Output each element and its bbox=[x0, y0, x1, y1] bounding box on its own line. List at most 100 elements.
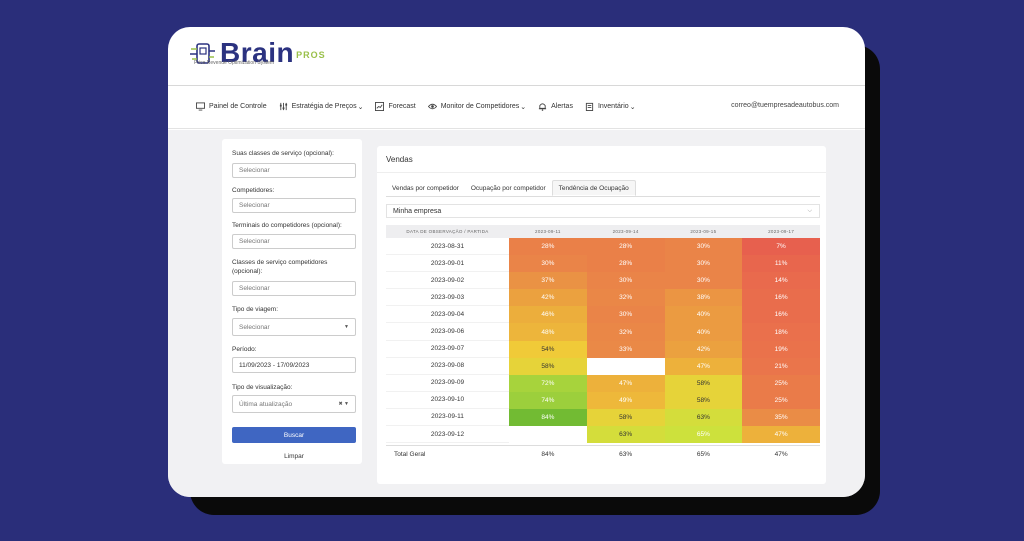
view-type-select[interactable]: Última atualização ✖ ▼ bbox=[232, 395, 356, 413]
heatmap-cell: 49% bbox=[586, 391, 665, 409]
heatmap-cell: 30% bbox=[664, 255, 743, 273]
row-date: 2023-09-06 bbox=[386, 323, 509, 341]
period-label: Período: bbox=[232, 346, 257, 353]
column-header[interactable]: 2023-09-17 bbox=[768, 229, 795, 234]
nav-item-label: Alertas bbox=[551, 103, 573, 110]
heatmap-cell: 28% bbox=[509, 238, 587, 256]
heatmap-cell: 63% bbox=[586, 426, 665, 444]
tab-tend-ncia-de-ocupa-o[interactable]: Tendência de Ocupação bbox=[551, 180, 636, 196]
row-date: 2023-09-10 bbox=[386, 392, 509, 409]
heatmap-cell: 32% bbox=[586, 289, 665, 307]
total-label: Total Geral bbox=[394, 451, 426, 459]
row-date: 2023-09-02 bbox=[386, 272, 509, 290]
brand-tagline: Price Revenue Optimization System bbox=[194, 60, 275, 66]
row-date: 2023-09-12 bbox=[386, 426, 509, 444]
competitor-classes-label: Classes de serviço competidores (opciona… bbox=[232, 259, 328, 275]
heatmap-cell: 25% bbox=[742, 374, 820, 392]
nav-item-painel-de-controle[interactable]: Painel de Controle bbox=[196, 102, 267, 111]
heatmap-cell: 30% bbox=[586, 272, 665, 290]
heatmap-cell: 30% bbox=[586, 306, 665, 324]
row-date: 2023-09-04 bbox=[386, 306, 509, 324]
service-classes-label: Suas classes de serviço (opcional): bbox=[232, 150, 334, 157]
table-row: 2023-09-12 63% 65% 47% bbox=[386, 426, 820, 444]
column-header[interactable]: 2023-09-15 bbox=[690, 229, 717, 234]
clear-arrow-icon[interactable]: ✖ ▼ bbox=[338, 401, 349, 407]
nav-item-invent-rio[interactable]: Inventário ⌄ bbox=[585, 102, 636, 111]
heatmap-cell: 19% bbox=[742, 340, 820, 358]
heatmap-cell: 65% bbox=[664, 426, 743, 444]
heatmap-cell: 40% bbox=[664, 306, 743, 324]
heatmap-cell: 11% bbox=[742, 255, 820, 273]
period-date-range-input[interactable]: 11/09/2023 - 17/09/2023 bbox=[232, 357, 356, 373]
heatmap-cell: 42% bbox=[509, 289, 587, 307]
row-date: 2023-09-11 bbox=[386, 409, 509, 427]
row-date: 2023-09-03 bbox=[386, 289, 509, 307]
total-cell: 84% bbox=[541, 451, 555, 459]
panel-title: Vendas bbox=[386, 155, 413, 164]
heatmap-cell: 21% bbox=[742, 357, 820, 375]
row-date: 2023-09-09 bbox=[386, 375, 509, 392]
tab-ocupa-o-por-competidor[interactable]: Ocupação por competidor bbox=[470, 184, 546, 192]
row-date: 2023-08-31 bbox=[386, 238, 509, 256]
heatmap-cell: 25% bbox=[742, 391, 820, 409]
search-button[interactable]: Buscar bbox=[232, 427, 356, 443]
row-date: 2023-09-08 bbox=[386, 358, 509, 375]
nav-item-estrat-gia-de-pre-os[interactable]: Estratégia de Preços ⌄ bbox=[279, 102, 364, 111]
table-row: 2023-08-31 28% 28% 30% 7% bbox=[386, 238, 820, 256]
table-row: 2023-09-09 72% 47% 58% 25% bbox=[386, 374, 820, 392]
tab-vendas-por-competidor[interactable]: Vendas por competidor bbox=[392, 184, 459, 192]
nav-item-monitor-de-competidores[interactable]: Monitor de Competidores ⌄ bbox=[427, 102, 526, 111]
row-date: 2023-09-07 bbox=[386, 341, 509, 358]
competitor-classes-select[interactable]: Selecionar bbox=[232, 281, 356, 296]
chevron-down-icon: ⌄ bbox=[357, 103, 364, 111]
clear-button[interactable]: Limpar bbox=[284, 452, 304, 460]
table-row: 2023-09-02 37% 30% 30% 14% bbox=[386, 272, 820, 290]
table-row: 2023-09-04 46% 30% 40% 16% bbox=[386, 306, 820, 324]
user-email[interactable]: correo@tuempresadeautobus.com bbox=[731, 102, 839, 109]
nav-item-label: Inventário bbox=[597, 103, 629, 110]
app-window: Brain PROS Price Revenue Optimization Sy… bbox=[168, 27, 865, 497]
heatmap-cell: 58% bbox=[664, 374, 743, 392]
heatmap-cell: 7% bbox=[742, 238, 820, 256]
row-date: 2023-09-01 bbox=[386, 255, 509, 273]
row-header-label: DATA DE OBSERVAÇÃO / PARTIDA bbox=[406, 229, 489, 234]
competitors-select[interactable]: Selecionar bbox=[232, 198, 356, 213]
chevron-down-icon: ⌄ bbox=[629, 103, 636, 111]
heatmap-cell: 47% bbox=[664, 357, 743, 375]
heatmap-cell: 47% bbox=[586, 374, 665, 392]
table-row: 2023-09-10 74% 49% 58% 25% bbox=[386, 391, 820, 409]
competitor-terminals-select[interactable]: Selecionar bbox=[232, 234, 356, 249]
heatmap-cell: 58% bbox=[664, 391, 743, 409]
clipboard-icon bbox=[585, 102, 594, 111]
heatmap-cell: 28% bbox=[586, 255, 665, 273]
nav-item-label: Estratégia de Preços bbox=[291, 103, 357, 110]
heatmap-cell: 33% bbox=[586, 340, 665, 358]
company-select[interactable]: Minha empresa ⌵ bbox=[386, 204, 820, 218]
competitor-terminals-label: Terminais do competidores (opcional): bbox=[232, 222, 342, 229]
brain-logo-icon bbox=[190, 41, 216, 67]
total-cell: 47% bbox=[774, 451, 788, 459]
heatmap-cell: 30% bbox=[664, 238, 743, 256]
column-header[interactable]: 2023-09-11 bbox=[535, 229, 561, 234]
table-row: 2023-09-11 84% 58% 63% 35% bbox=[386, 408, 820, 427]
nav-item-forecast[interactable]: Forecast bbox=[375, 102, 416, 111]
view-type-label: Tipo de visualização: bbox=[232, 384, 293, 391]
table-row: 2023-09-07 54% 33% 42% 19% bbox=[386, 340, 820, 358]
trip-type-label: Tipo de viagem: bbox=[232, 306, 279, 313]
sales-panel: Vendas Vendas por competidor Ocupação por… bbox=[377, 146, 826, 484]
heatmap-cell: 63% bbox=[664, 408, 743, 427]
heatmap-cell: 48% bbox=[509, 323, 587, 341]
service-classes-select[interactable]: Selecionar bbox=[232, 163, 356, 178]
heatmap-cell: 30% bbox=[509, 255, 587, 273]
column-header[interactable]: 2023-09-14 bbox=[612, 229, 639, 234]
heatmap-cell bbox=[586, 357, 665, 375]
heatmap-cell: 30% bbox=[664, 272, 743, 290]
heatmap-cell: 16% bbox=[742, 306, 820, 324]
nav-item-alertas[interactable]: Alertas bbox=[538, 102, 573, 111]
monitor-icon bbox=[196, 102, 205, 111]
bell-icon bbox=[538, 102, 547, 111]
filter-panel: Suas classes de serviço (opcional): Sele… bbox=[222, 139, 362, 464]
trip-type-select[interactable]: Selecionar ▼ bbox=[232, 318, 356, 336]
brand-logo[interactable]: Brain PROS bbox=[190, 39, 326, 67]
heatmap-cell: 28% bbox=[586, 238, 665, 256]
